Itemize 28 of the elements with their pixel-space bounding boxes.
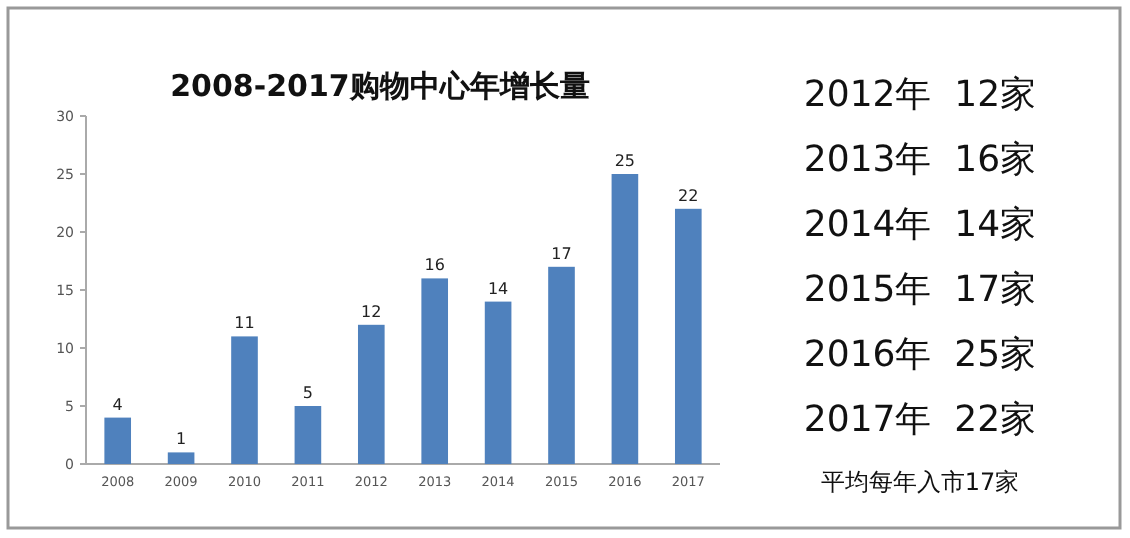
text: 2012年 12家 [803,74,1037,116]
bar [231,336,258,464]
text: 2017年 22家 [803,399,1037,441]
data-label: 11 [234,314,255,333]
text: 平均每年入市17家 [820,468,1020,496]
data-label: 12 [361,302,382,321]
data-label: 16 [424,256,445,275]
bar [357,324,385,464]
bar [167,452,195,464]
text: 2015年 17家 [803,269,1037,311]
data-label: 4 [112,395,123,414]
data-label: 14 [487,279,509,298]
data-label: 5 [302,384,313,402]
bar [484,301,512,464]
text: 2014年 14家 [803,204,1037,246]
text: 2016年 25家 [803,334,1037,376]
data-label: 17 [551,244,572,263]
bar [674,208,702,464]
chart-title: 2008-2017购物中心年增长量 [170,68,590,104]
bar [421,278,449,464]
data-label: 25 [614,152,636,170]
bar [548,266,575,464]
bar [294,406,322,464]
bar [611,174,639,464]
data-label: 22 [678,186,699,205]
bar [104,417,132,464]
text: 2013年 16家 [803,139,1037,181]
data-label: 1 [176,430,187,449]
